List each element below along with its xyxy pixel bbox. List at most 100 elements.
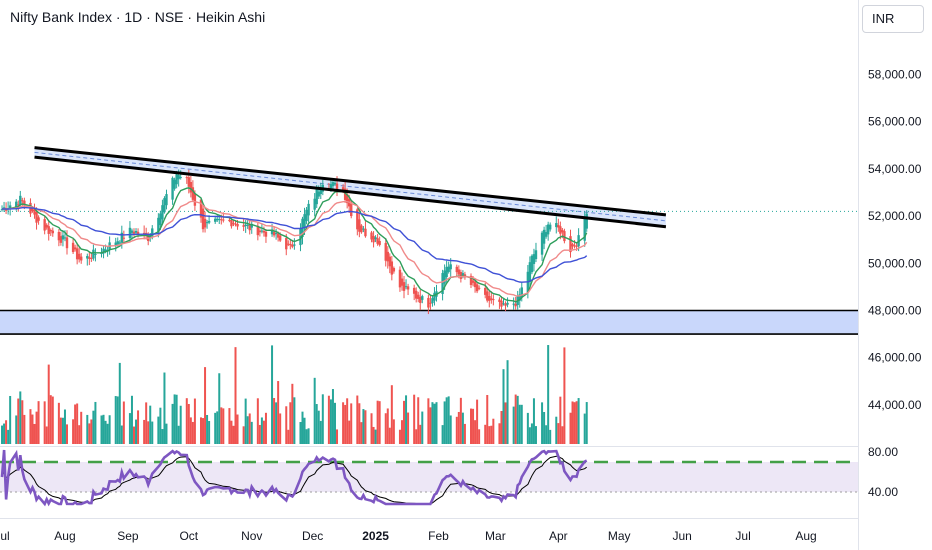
volume-bar bbox=[545, 425, 548, 444]
volume-bar bbox=[234, 347, 237, 444]
volume-bar bbox=[388, 427, 391, 444]
candle bbox=[546, 221, 550, 241]
currency-selector[interactable]: INR bbox=[862, 5, 924, 33]
volume-bar bbox=[130, 395, 133, 444]
candle bbox=[75, 242, 79, 265]
volume-bar bbox=[372, 426, 375, 444]
candle bbox=[502, 298, 505, 306]
candle-body bbox=[573, 245, 576, 247]
candle bbox=[205, 219, 209, 229]
candle-body bbox=[199, 199, 203, 218]
price-tick-label: 58,000.00 bbox=[868, 68, 922, 82]
volume-bar bbox=[29, 409, 32, 444]
time-tick-label: Jul bbox=[0, 529, 10, 543]
volume-bar bbox=[185, 398, 188, 444]
candle-body bbox=[484, 287, 487, 295]
volume-bar bbox=[165, 423, 168, 444]
candle-body bbox=[398, 269, 402, 288]
volume-bar bbox=[187, 403, 190, 444]
candle-body bbox=[173, 179, 176, 189]
volume-bar bbox=[1, 425, 4, 444]
candle bbox=[319, 182, 322, 200]
candle bbox=[514, 296, 517, 310]
volume-bar bbox=[147, 421, 150, 444]
volume-bar bbox=[264, 412, 267, 444]
candle-body bbox=[345, 194, 349, 204]
candle bbox=[37, 215, 40, 225]
candle-body bbox=[94, 253, 97, 255]
volume-bar bbox=[512, 406, 515, 444]
candle bbox=[386, 246, 389, 269]
candle bbox=[433, 287, 436, 306]
volume-bar bbox=[74, 404, 77, 444]
volume-bar bbox=[230, 420, 233, 444]
candle bbox=[199, 197, 203, 223]
volume-bar bbox=[455, 416, 458, 444]
volume-bar bbox=[478, 429, 481, 444]
candle bbox=[256, 222, 260, 241]
volume-bar bbox=[5, 420, 8, 444]
candle bbox=[114, 237, 117, 252]
candle bbox=[45, 223, 48, 230]
candle bbox=[447, 261, 450, 274]
candle-body bbox=[350, 202, 353, 217]
candle bbox=[88, 252, 91, 266]
volume-bar bbox=[427, 398, 430, 444]
volume-bar bbox=[21, 400, 24, 444]
candle bbox=[77, 246, 81, 263]
candle bbox=[201, 204, 205, 233]
volume-bar bbox=[151, 421, 154, 444]
volume-bar bbox=[208, 421, 211, 444]
volume-bar bbox=[114, 396, 117, 444]
candle-body bbox=[575, 245, 578, 247]
volume-bar bbox=[360, 422, 363, 444]
volume-bar bbox=[59, 417, 62, 444]
candle-body bbox=[555, 223, 558, 228]
volume-bar bbox=[258, 424, 261, 444]
volume-bar bbox=[271, 345, 274, 444]
volume-bar bbox=[392, 419, 395, 444]
candle-body bbox=[372, 235, 375, 243]
candle-body bbox=[488, 296, 491, 301]
candle bbox=[61, 230, 65, 247]
candle bbox=[571, 242, 574, 250]
volume-bar bbox=[88, 423, 91, 444]
volume-bar bbox=[543, 412, 546, 444]
volume-bar bbox=[19, 391, 22, 444]
candle bbox=[362, 226, 365, 233]
candle bbox=[530, 254, 534, 275]
time-tick-label: Oct bbox=[179, 529, 198, 543]
candle bbox=[49, 228, 52, 236]
rsi-line bbox=[0, 449, 588, 507]
candle-body bbox=[264, 231, 268, 237]
volume-bar bbox=[275, 402, 278, 444]
volume-bar bbox=[193, 398, 196, 444]
candle-body bbox=[392, 268, 396, 272]
rsi-pane bbox=[0, 449, 858, 507]
volume-bar bbox=[61, 417, 64, 444]
candle-body bbox=[218, 219, 221, 221]
candle-body bbox=[457, 269, 461, 275]
volume-bar bbox=[279, 413, 282, 444]
candle bbox=[47, 220, 50, 241]
volume-bar bbox=[441, 425, 444, 444]
candle bbox=[163, 196, 166, 214]
volume-bar bbox=[216, 411, 219, 444]
candle bbox=[455, 264, 459, 277]
time-tick-label: Apr bbox=[549, 529, 568, 543]
candle bbox=[132, 228, 136, 237]
candle bbox=[248, 219, 251, 235]
candle bbox=[417, 291, 420, 303]
volume-bar bbox=[492, 418, 495, 444]
candle bbox=[559, 221, 562, 240]
candle bbox=[289, 239, 292, 250]
candle-body bbox=[406, 286, 410, 290]
moving-average-10 bbox=[1, 187, 588, 303]
candle bbox=[94, 248, 97, 262]
candle-body bbox=[445, 266, 448, 277]
candle-body bbox=[165, 194, 168, 206]
volume-bar bbox=[289, 402, 292, 444]
candle-body bbox=[557, 225, 560, 228]
volume-bar bbox=[3, 423, 6, 444]
